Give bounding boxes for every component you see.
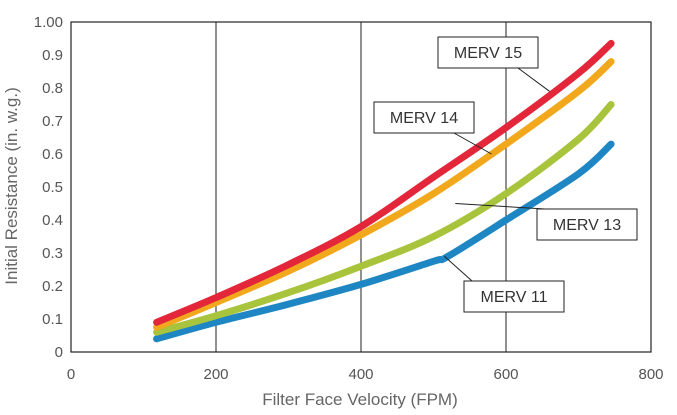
x-axis-title: Filter Face Velocity (FPM) xyxy=(262,390,458,409)
series-line-merv-14 xyxy=(153,58,615,331)
callout-leader-merv-14 xyxy=(453,132,492,155)
y-tick-label: 0.7 xyxy=(42,113,63,130)
y-tick-label: 0.9 xyxy=(42,47,63,64)
y-tick-label: 1.00 xyxy=(34,14,63,31)
y-tick-label: 0.4 xyxy=(42,212,63,229)
tick-layer: 0 200 400 600 800 0 0.1 0.2 0.3 0.4 0.5 0.6 0.7 0.8 0.… xyxy=(34,14,664,383)
callout-box-merv-14 xyxy=(373,101,475,134)
callout-layer: MERV 15 MERV 14 MERV 13 MERV 11 xyxy=(373,36,638,313)
x-tick-label: 600 xyxy=(493,366,518,383)
frame-layer xyxy=(70,21,652,353)
y-tick-label: 0.2 xyxy=(42,278,63,295)
y-tick-label: 0.8 xyxy=(42,80,63,97)
y-tick-label: 0.5 xyxy=(42,179,63,196)
y-axis-title: Initial Resistance (in. w.g.) xyxy=(2,87,21,284)
y-tick-label: 0 xyxy=(55,344,63,361)
series-layer xyxy=(153,39,615,343)
y-tick-label: 0.6 xyxy=(42,146,63,163)
x-tick-label: 0 xyxy=(67,366,75,383)
callout-label-merv-13: MERV 13 xyxy=(553,217,621,234)
y-tick-label: 0.1 xyxy=(42,311,63,328)
callout-label-merv-11: MERV 11 xyxy=(481,289,548,306)
callout-box-merv-15 xyxy=(437,36,539,69)
series-line-merv-15 xyxy=(153,39,615,326)
callout-leader-merv-11 xyxy=(444,255,473,282)
callout-leader-merv-15 xyxy=(517,67,550,92)
x-tick-label: 800 xyxy=(638,366,663,383)
x-tick-label: 400 xyxy=(348,366,373,383)
callout-box-merv-13 xyxy=(536,208,638,241)
callout-label-merv-15: MERV 15 xyxy=(454,45,522,62)
series-line-merv-11 xyxy=(153,140,615,343)
callout-box-merv-11 xyxy=(463,280,565,313)
callout-label-merv-14: MERV 14 xyxy=(390,110,458,127)
series-line-merv-13 xyxy=(153,101,615,336)
callout-leader-merv-13 xyxy=(455,203,546,210)
plot-frame xyxy=(70,21,652,353)
y-tick-label: 0.3 xyxy=(42,245,63,262)
x-tick-label: 200 xyxy=(203,366,228,383)
